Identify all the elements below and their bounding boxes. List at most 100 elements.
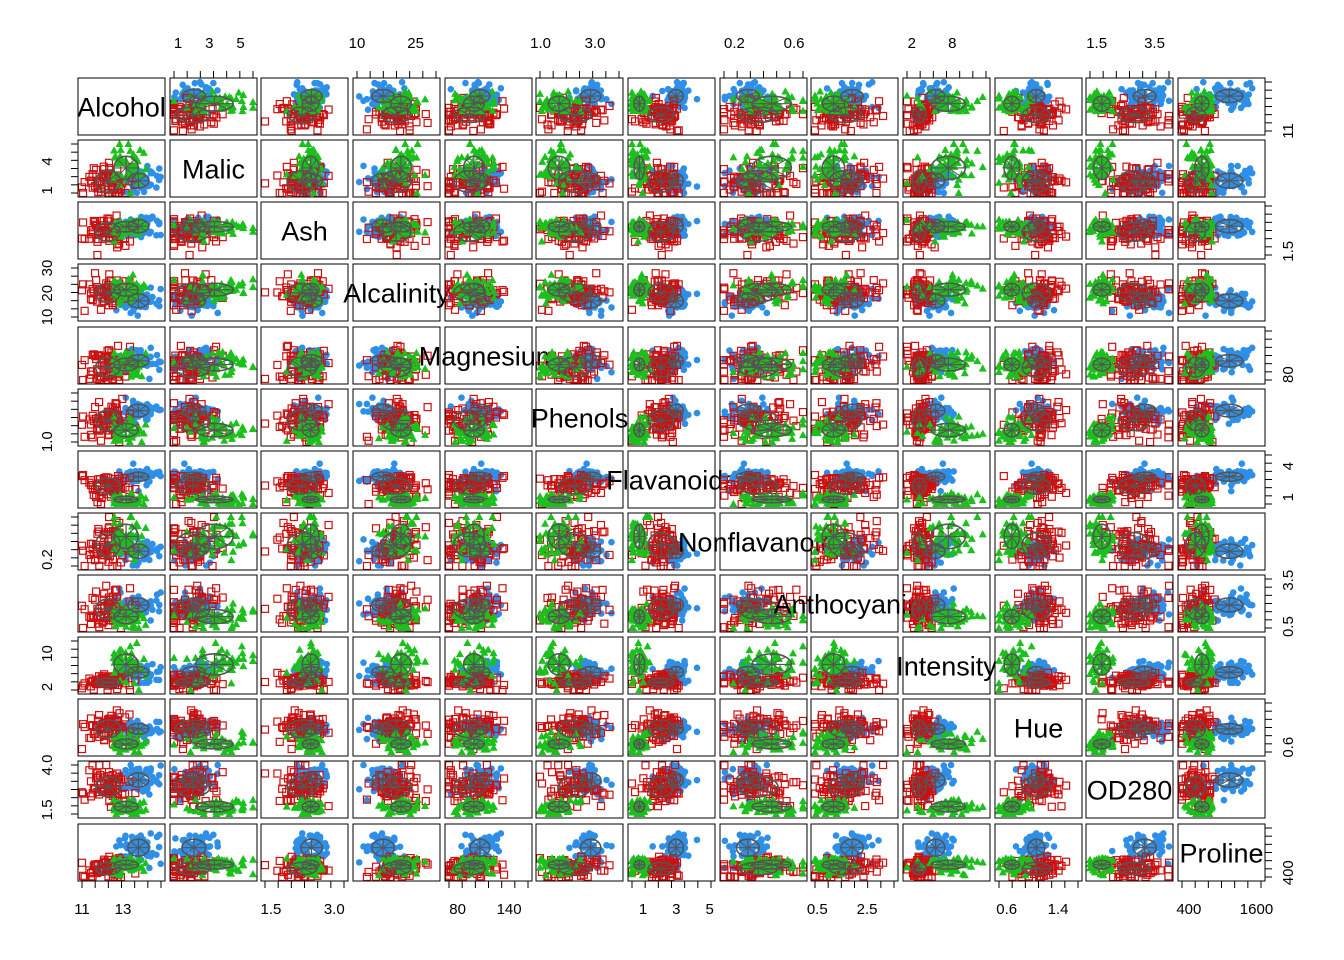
point-class1 — [355, 178, 363, 186]
point-class2 — [737, 113, 746, 122]
point-class3 — [962, 146, 971, 154]
ellipse-axis — [1136, 175, 1153, 187]
point-class3 — [556, 145, 565, 153]
point-class3 — [830, 154, 839, 162]
point-class3 — [139, 148, 148, 156]
point-class1 — [678, 168, 686, 176]
point-class2 — [86, 176, 96, 185]
ellipse-axis — [914, 173, 925, 190]
point-class1 — [1248, 169, 1256, 177]
point-class3 — [799, 146, 807, 154]
point-class2 — [94, 234, 103, 244]
point-class3 — [124, 140, 133, 147]
point-class2 — [1127, 185, 1136, 194]
point-class1 — [156, 165, 163, 172]
ellipse-axis — [291, 173, 313, 190]
point-class2 — [665, 162, 675, 171]
point-class2 — [423, 182, 432, 191]
point-class2 — [1109, 125, 1118, 134]
point-class1 — [462, 79, 469, 87]
ellipse-axis — [744, 173, 773, 190]
point-class3 — [642, 152, 651, 160]
point-class1 — [153, 172, 161, 180]
point-class1 — [1223, 174, 1230, 182]
point-class3 — [541, 98, 550, 106]
ellipse-axis — [670, 91, 682, 101]
panel-malic-vs-od280 — [1085, 139, 1174, 198]
point-class1 — [932, 81, 940, 88]
point-class1 — [316, 81, 324, 88]
ellipse-axis — [393, 97, 409, 110]
point-class3 — [488, 106, 497, 114]
point-class2 — [537, 187, 547, 196]
point-class3 — [1019, 146, 1028, 154]
ellipse-axis — [1030, 91, 1043, 102]
point-class3 — [309, 188, 318, 196]
ellipse-axis — [304, 98, 317, 110]
point-class3 — [470, 145, 479, 153]
point-class1 — [823, 85, 831, 92]
point-class2 — [207, 118, 216, 127]
ellipse-axis — [458, 173, 481, 190]
point-class3 — [839, 152, 848, 160]
point-class1 — [920, 81, 927, 89]
point-class2 — [856, 164, 865, 173]
ellipse-axis — [1026, 173, 1047, 190]
point-class3 — [309, 145, 318, 153]
point-class1 — [1045, 93, 1053, 100]
point-class1 — [730, 85, 738, 93]
point-class1 — [147, 228, 155, 236]
point-class3 — [729, 153, 738, 161]
point-class3 — [1006, 188, 1015, 196]
ellipse-axis — [1196, 98, 1208, 110]
point-class3 — [813, 175, 822, 183]
point-class2 — [362, 125, 372, 134]
point-class3 — [208, 87, 217, 95]
point-class2 — [1131, 105, 1140, 114]
point-class2 — [649, 178, 658, 188]
point-class2 — [446, 122, 455, 131]
point-class3 — [768, 89, 777, 97]
ellipse-axis — [843, 175, 861, 187]
point-class1 — [747, 81, 755, 89]
point-class2 — [212, 237, 221, 246]
ellipse-axis — [551, 97, 567, 110]
point-class2 — [674, 126, 683, 135]
panel-frame — [260, 77, 349, 136]
ellipse-axis — [99, 173, 117, 190]
point-class3 — [1091, 178, 1100, 186]
panel-frame — [627, 77, 716, 136]
ellipse-axis — [757, 159, 786, 177]
point-class1 — [363, 95, 371, 103]
point-class2 — [779, 188, 788, 197]
point-class1 — [664, 85, 672, 93]
point-class2 — [812, 116, 821, 125]
point-class3 — [1103, 145, 1112, 154]
point-class2 — [903, 119, 912, 128]
point-class2 — [592, 182, 601, 191]
point-class2 — [273, 171, 282, 180]
point-class1 — [298, 85, 306, 92]
point-class3 — [638, 145, 647, 153]
ellipse-axis — [1122, 109, 1146, 121]
point-class3 — [403, 146, 412, 154]
point-class2 — [817, 116, 827, 125]
diagonal-label: Alcohol — [77, 93, 166, 123]
point-class1 — [153, 184, 160, 191]
point-class3 — [547, 170, 556, 179]
panel-alcohol-vs-nonflavanoids — [719, 77, 808, 136]
point-class2 — [999, 126, 1008, 135]
point-class1 — [1158, 189, 1166, 197]
point-class3 — [771, 140, 780, 147]
point-class2 — [1050, 177, 1059, 186]
point-class3 — [239, 102, 248, 110]
point-class3 — [1024, 162, 1033, 170]
point-class1 — [447, 85, 455, 93]
point-class3 — [1207, 180, 1216, 188]
point-class1 — [380, 79, 388, 87]
point-class1 — [572, 87, 580, 95]
point-class2 — [720, 125, 729, 134]
ellipse-axis — [757, 97, 786, 110]
point-class3 — [1094, 180, 1103, 188]
panel-ash-vs-malic — [169, 201, 258, 260]
